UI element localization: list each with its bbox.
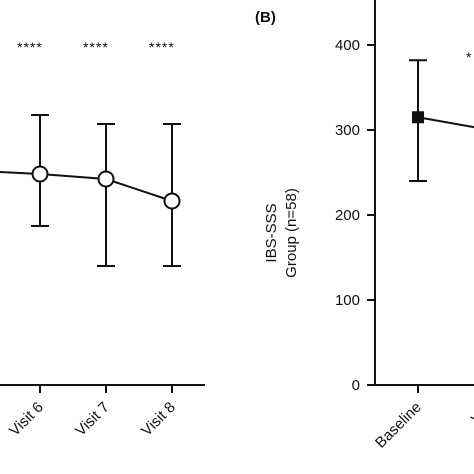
panel-b-y-tick-labels: 0 100 200 300 400 — [335, 37, 360, 394]
panel-a-significance-1: **** — [83, 39, 109, 55]
panel-b-y-tick-label-0: 0 — [352, 377, 360, 394]
panel-b-significance: * — [466, 49, 472, 65]
panel-b-y-label-line-2: Group (n=58) — [283, 188, 300, 278]
panel-a-significance-2: **** — [149, 39, 175, 55]
panel-b-series-line — [417, 116, 474, 129]
panel-b-y-ticks — [367, 44, 375, 386]
panel-a-x-tick-label-0: Visit 6 — [6, 399, 47, 440]
panel-b-x-tick-label-1: Visi — [468, 399, 474, 428]
panel-a-point-0 — [31, 165, 49, 183]
panel-b-significance-1: * — [466, 49, 472, 65]
panel-a: **** **** **** Visit 6 Visit 7 Visit 8 — [0, 39, 205, 440]
panel-a-significance-0: **** — [17, 39, 43, 55]
panel-b-y-tick-label-4: 400 — [335, 37, 360, 54]
panel-a-significance: **** **** **** — [17, 39, 175, 55]
panel-a-x-ticks — [39, 385, 173, 393]
panel-b-y-tick-label-3: 300 — [335, 122, 360, 139]
panel-b-x-tick-label-0: Baseline — [372, 399, 425, 452]
panel-a-x-tick-label-1: Visit 7 — [72, 399, 113, 440]
panel-b-x-ticks — [417, 385, 419, 393]
panel-b-y-tick-label-1: 100 — [335, 292, 360, 309]
panel-b-y-tick-label-2: 200 — [335, 207, 360, 224]
panel-a-point-2 — [163, 192, 181, 210]
panel-a-x-tick-labels: Visit 6 Visit 7 Visit 8 — [6, 399, 179, 440]
panel-b-points — [412, 111, 424, 124]
panel-b-x-tick-labels: Baseline Visi — [372, 399, 474, 452]
panel-b-y-label-line-1: IBS-SSS — [263, 203, 280, 262]
panel-b: (B) 0 100 200 300 400 IBS-SSS Group (n=58) *… — [255, 0, 474, 452]
panel-b-label: (B) — [255, 9, 276, 26]
panel-a-error-bars — [31, 114, 181, 267]
panel-a-points — [31, 165, 181, 210]
panel-a-series-line — [0, 171, 173, 202]
panel-b-point-0 — [412, 111, 424, 124]
panel-a-point-1 — [97, 170, 115, 188]
panel-a-x-tick-label-2: Visit 8 — [138, 399, 179, 440]
